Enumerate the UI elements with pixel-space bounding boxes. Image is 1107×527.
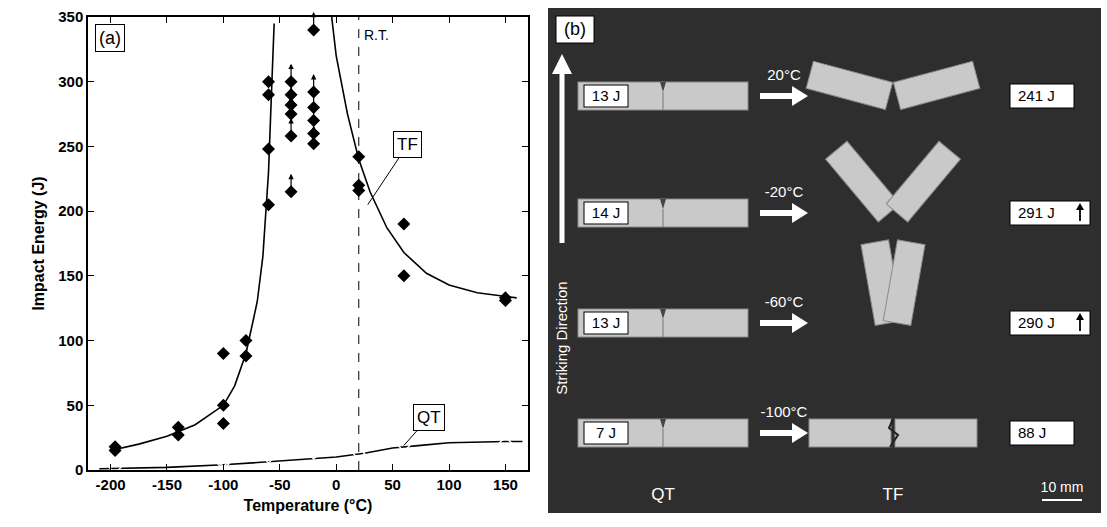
- svg-text:88 J: 88 J: [1018, 424, 1046, 441]
- svg-text:-60°C: -60°C: [765, 293, 804, 310]
- svg-text:13 J: 13 J: [592, 87, 620, 104]
- svg-text:-150: -150: [152, 476, 182, 493]
- svg-text:QT: QT: [417, 408, 441, 427]
- svg-text:20°C: 20°C: [767, 66, 801, 83]
- svg-text:300: 300: [58, 73, 83, 90]
- svg-text:7 J: 7 J: [596, 424, 616, 441]
- svg-text:350: 350: [58, 8, 83, 25]
- svg-text:-20°C: -20°C: [765, 183, 804, 200]
- svg-text:100: 100: [58, 332, 83, 349]
- svg-text:R.T.: R.T.: [364, 27, 389, 43]
- svg-text:Impact Energy (J): Impact Energy (J): [30, 176, 47, 310]
- svg-text:-200: -200: [96, 476, 126, 493]
- svg-text:10 mm: 10 mm: [1041, 479, 1084, 495]
- svg-text:Temperature (°C): Temperature (°C): [244, 497, 373, 514]
- svg-text:13 J: 13 J: [592, 314, 620, 331]
- svg-text:0: 0: [332, 476, 340, 493]
- svg-text:291 J: 291 J: [1018, 204, 1055, 221]
- svg-text:250: 250: [58, 138, 83, 155]
- svg-text:TF: TF: [883, 485, 904, 504]
- svg-text:100: 100: [437, 476, 462, 493]
- svg-text:(a): (a): [99, 28, 121, 48]
- svg-text:Striking Direction: Striking Direction: [553, 281, 570, 394]
- svg-text:50: 50: [67, 397, 84, 414]
- svg-text:-100: -100: [208, 476, 238, 493]
- svg-text:QT: QT: [651, 485, 675, 504]
- svg-text:-100°C: -100°C: [761, 403, 808, 420]
- svg-text:14 J: 14 J: [592, 204, 620, 221]
- svg-text:290 J: 290 J: [1018, 314, 1055, 331]
- svg-text:(b): (b): [564, 19, 586, 39]
- svg-text:TF: TF: [397, 135, 418, 154]
- svg-text:150: 150: [58, 267, 83, 284]
- svg-text:200: 200: [58, 202, 83, 219]
- svg-text:50: 50: [384, 476, 401, 493]
- svg-text:0: 0: [75, 461, 83, 478]
- svg-text:241 J: 241 J: [1018, 87, 1055, 104]
- svg-text:-50: -50: [269, 476, 291, 493]
- svg-text:150: 150: [493, 476, 518, 493]
